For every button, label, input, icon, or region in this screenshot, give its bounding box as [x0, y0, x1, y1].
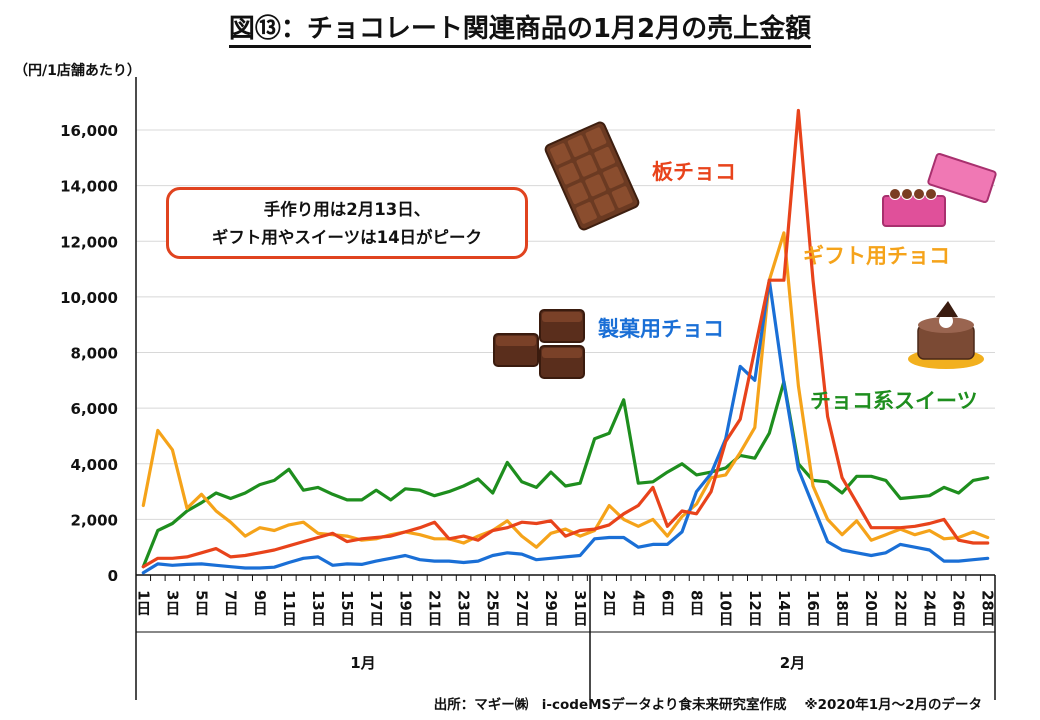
series-line-1 [141, 231, 990, 549]
callout-line-2: ギフト用やスイーツは14日がピーク [211, 228, 483, 247]
annotation-callout: 手作り用は2月13日、 ギフト用やスイーツは14日がピーク [166, 187, 528, 259]
x-tick-label: 18日 [833, 590, 851, 627]
brownie-illustration [493, 333, 539, 367]
x-tick-label: 15日 [338, 590, 356, 627]
y-axis-unit-label: （円/1店舗あたり） [14, 63, 141, 79]
x-tick-label: 12日 [746, 590, 764, 627]
series-line-2 [141, 278, 990, 575]
y-tick-label: 8,000 [71, 345, 118, 363]
x-tick-label: 13日 [309, 590, 327, 627]
callout-line-1: 手作り用は2月13日、 [263, 200, 431, 219]
y-tick-label: 16,000 [60, 122, 118, 140]
x-tick-label: 9日 [251, 590, 269, 617]
chocolate-cake-illustration [908, 301, 984, 369]
x-tick-label: 6日 [658, 590, 676, 617]
series-label-choco-sweets: チョコ系スイーツ [810, 389, 978, 413]
series-line-0 [141, 108, 990, 569]
series-label-baking-choco: 製菓用チョコ [598, 317, 724, 341]
y-tick-label: 2,000 [71, 511, 118, 529]
chocolate-bar-illustration [544, 121, 640, 231]
x-tick-label: 26日 [950, 590, 968, 627]
y-tick-label: 12,000 [60, 233, 118, 251]
data-period-note: ※2020年1月～2月のデータ [804, 697, 982, 713]
x-tick-label: 28日 [979, 590, 997, 627]
x-tick-label: 21日 [425, 590, 443, 627]
x-tick-label: 2日 [600, 590, 618, 617]
y-tick-label: 0 [108, 567, 118, 585]
x-tick-label: 31日 [571, 590, 589, 627]
x-tick-label: 16日 [804, 590, 822, 627]
x-tick-label: 19日 [396, 590, 414, 627]
x-tick-label: 8日 [688, 590, 706, 617]
x-tick-label: 29日 [542, 590, 560, 627]
x-tick-label: 20日 [862, 590, 880, 627]
gift-box-illustration [882, 152, 997, 227]
x-tick-label: 27日 [513, 590, 531, 627]
x-tick-label: 3日 [163, 590, 181, 617]
x-tick-label: 4日 [629, 590, 647, 617]
chart-title: 図⑬：チョコレート関連商品の1月2月の売上金額 [0, 8, 1040, 48]
y-tick-label: 14,000 [60, 178, 118, 196]
source-note: 出所：マギー㈱ i-codeMSデータより食未来研究室作成 ※2020年1月～2月… [433, 697, 982, 713]
x-tick-label: 25日 [484, 590, 502, 627]
series-label-itachoco: 板チョコ [652, 160, 736, 184]
y-tick-label: 10,000 [60, 289, 118, 307]
x-tick-label: 17日 [367, 590, 385, 627]
x-tick-label: 14日 [775, 590, 793, 627]
month-label-january: 1月 [350, 654, 375, 672]
x-tick-label: 1日 [134, 590, 152, 617]
y-tick-label: 4,000 [71, 456, 118, 474]
x-tick-label: 7日 [222, 590, 240, 617]
series-label-gift-choco: ギフト用チョコ [803, 244, 950, 268]
y-tick-label: 6,000 [71, 400, 118, 418]
month-label-february: 2月 [780, 654, 805, 672]
x-tick-label: 10日 [717, 590, 735, 627]
x-tick-label: 24日 [920, 590, 938, 627]
x-tick-label: 22日 [891, 590, 909, 627]
x-tick-label: 23日 [455, 590, 473, 627]
x-tick-label: 11日 [280, 590, 298, 627]
brownie-illustration [539, 345, 585, 379]
x-tick-label: 5日 [193, 590, 211, 617]
brownie-illustration [539, 309, 585, 343]
